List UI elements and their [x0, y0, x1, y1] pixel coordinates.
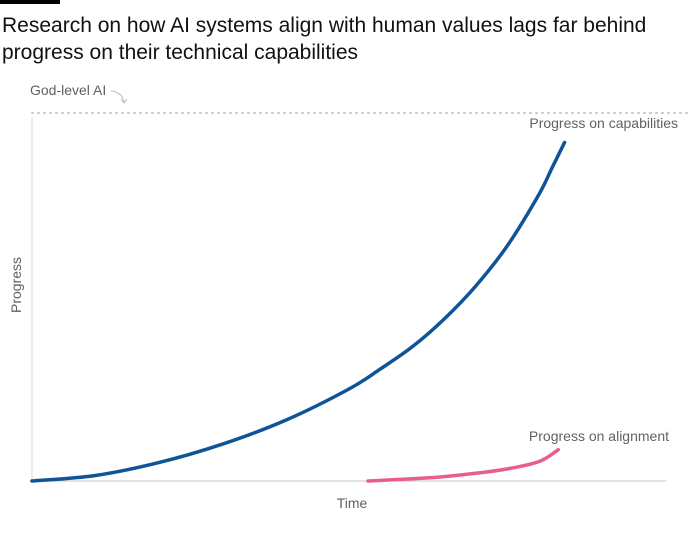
series-line-alignment: [366, 447, 560, 483]
series-label-alignment: Progress on alignment: [529, 428, 669, 444]
header-accent-rule: [0, 0, 60, 4]
x-axis-label: Time: [337, 495, 368, 511]
series-line-capabilities: [30, 140, 567, 483]
y-axis-label: Progress: [8, 257, 24, 313]
god-level-annotation: God-level AI: [30, 82, 106, 98]
annotation-pointer-arrow: [110, 90, 128, 104]
series-label-capabilities: Progress on capabilities: [529, 115, 678, 131]
chart-title: Research on how AI systems align with hu…: [2, 14, 647, 64]
